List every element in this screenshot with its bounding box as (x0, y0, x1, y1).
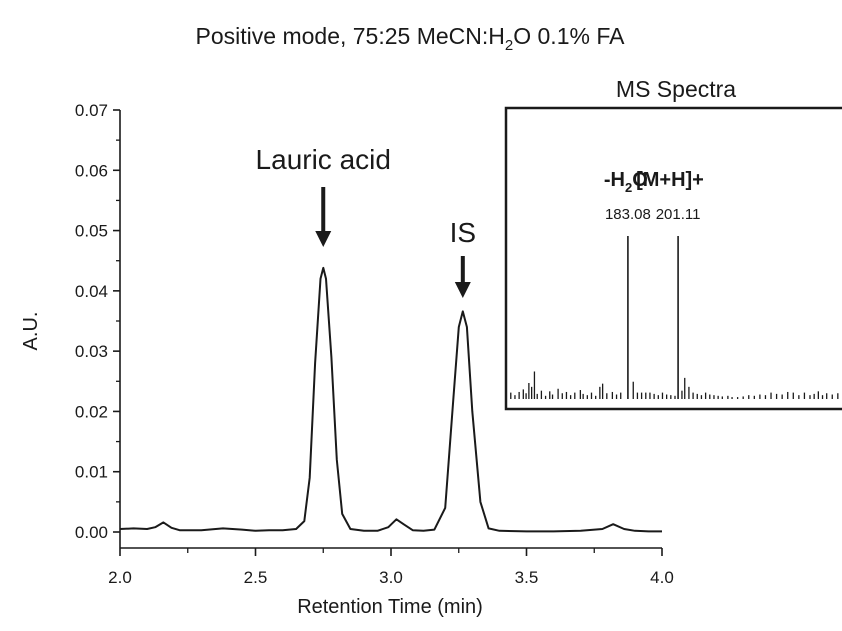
x-tick-label: 4.0 (650, 568, 674, 587)
inset-noise-bars (510, 371, 839, 399)
y-tick-label: 0.07 (75, 101, 108, 120)
peak-annotations: Lauric acid IS (256, 144, 476, 298)
arrow-head (454, 282, 471, 298)
y-tick-label: 0.01 (75, 463, 108, 482)
y-tick-label: 0.04 (75, 282, 108, 301)
ms-annotation-prefix: -H (604, 169, 625, 191)
chart-title-prefix: Positive mode, 75:25 MeCN:H (196, 23, 505, 49)
inset-frame (504, 106, 842, 411)
peak-label: Lauric acid (256, 144, 391, 175)
y-ticks: 0.00 0.01 0.02 0.03 0.04 0.05 0.06 0.07 (75, 101, 120, 542)
x-ticks: 2.0 2.5 3.0 3.5 4.0 (108, 548, 674, 587)
ms-annotation-suffix: O (632, 169, 648, 191)
y-tick-label: 0.02 (75, 402, 108, 421)
x-tick-label: 3.0 (379, 568, 403, 587)
chromatogram-trace (119, 266, 662, 533)
y-axis-label: A.U. (20, 312, 42, 351)
y-tick-label: 0.06 (75, 161, 108, 180)
y-tick-label: 0.05 (75, 222, 108, 241)
x-axis-label: Retention Time (min) (297, 596, 483, 618)
ms-annotation-subscript: 2 (625, 180, 632, 195)
x-tick-label: 3.5 (515, 568, 539, 587)
inset-peaks: 183.08 -H2O 201.11 [M+H]+ (604, 169, 704, 399)
peak-label: IS (450, 217, 476, 248)
ms-peak-mz-label: 201.11 (656, 206, 701, 223)
ms-peak-annotation: -H2O (604, 169, 648, 195)
inset-title: MS Spectra (616, 76, 736, 102)
ms-peak-mz-label: 183.08 (605, 206, 651, 223)
ms-peak-annotation: [M+H]+ (636, 169, 704, 191)
x-tick-label: 2.5 (244, 568, 268, 587)
chart-title: Positive mode, 75:25 MeCN:H2O 0.1% FA (196, 23, 626, 54)
x-tick-label: 2.0 (108, 568, 132, 587)
chart-title-suffix: O 0.1% FA (513, 23, 625, 49)
chart-title-subscript: 2 (505, 37, 513, 54)
ms-annotation-prefix: [M+H]+ (636, 169, 704, 191)
y-tick-label: 0.03 (75, 342, 108, 361)
y-tick-label: 0.00 (75, 523, 108, 542)
arrow-head (315, 231, 332, 247)
